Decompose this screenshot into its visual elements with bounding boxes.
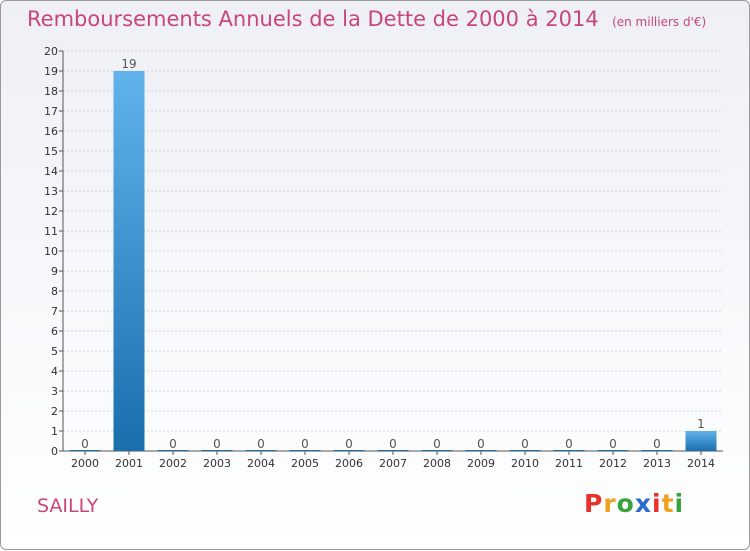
y-tick-label: 5	[51, 345, 58, 358]
y-tick-label: 11	[44, 225, 58, 238]
logo-letter: o	[616, 489, 635, 518]
data-label: 0	[213, 437, 221, 451]
bar-2010	[509, 450, 541, 451]
logo-letter: x	[634, 489, 652, 518]
y-tick-label: 19	[44, 65, 58, 78]
x-tick-label: 2001	[115, 457, 143, 470]
logo-letter: i	[674, 489, 685, 518]
x-tick-label: 2012	[599, 457, 627, 470]
x-tick-label: 2010	[511, 457, 539, 470]
bar-2004	[245, 450, 277, 451]
bar-2006	[333, 450, 365, 451]
x-tick-label: 2014	[687, 457, 715, 470]
y-tick-label: 0	[51, 445, 58, 458]
chart-title-text: Remboursements Annuels de la Dette de 20…	[27, 7, 599, 31]
bar-2012	[597, 450, 629, 451]
bar-2000	[69, 450, 101, 451]
bar-2009	[465, 450, 497, 451]
y-tick-label: 10	[44, 245, 58, 258]
logo-letter: i	[652, 489, 662, 518]
data-label: 0	[609, 437, 617, 451]
bar-2011	[553, 450, 585, 451]
bar-2008	[421, 450, 453, 451]
chart-unit: (en milliers d'€)	[612, 15, 707, 29]
y-tick-label: 15	[44, 145, 58, 158]
y-tick-label: 12	[44, 205, 58, 218]
x-tick-label: 2002	[159, 457, 187, 470]
data-label: 1	[697, 417, 705, 431]
y-tick-label: 16	[44, 125, 58, 138]
data-label: 0	[565, 437, 573, 451]
data-label: 0	[257, 437, 265, 451]
x-tick-label: 2011	[555, 457, 583, 470]
data-label: 0	[653, 437, 661, 451]
data-label: 19	[121, 57, 136, 71]
x-tick-label: 2009	[467, 457, 495, 470]
bars	[69, 71, 717, 451]
axes	[59, 50, 723, 455]
y-tick-label: 3	[51, 385, 58, 398]
commune-name: SAILLY	[37, 495, 99, 517]
y-tick-label: 1	[51, 425, 58, 438]
y-tick-label: 14	[44, 165, 58, 178]
logo-letter: r	[603, 489, 617, 518]
x-tick-label: 2005	[291, 457, 319, 470]
y-tick-label: 13	[44, 185, 58, 198]
data-label: 0	[477, 437, 485, 451]
y-tick-label: 4	[51, 365, 58, 378]
x-tick-label: 2000	[71, 457, 99, 470]
data-label: 0	[521, 437, 529, 451]
y-tick-label: 8	[51, 285, 58, 298]
data-labels: 0 19 0 0 0 0 0 0 0 0 0 0 0 0 1	[81, 57, 705, 451]
proxiti-logo: Proxiti	[584, 489, 684, 518]
y-tick-label: 20	[44, 45, 58, 58]
data-label: 0	[433, 437, 441, 451]
data-label: 0	[345, 437, 353, 451]
bar-2005	[289, 450, 321, 451]
logo-letter: P	[584, 489, 604, 518]
y-tick-label: 9	[51, 265, 58, 278]
chart-title: Remboursements Annuels de la Dette de 20…	[27, 7, 706, 31]
x-tick-label: 2006	[335, 457, 363, 470]
x-tick-label: 2003	[203, 457, 231, 470]
bar-2002	[157, 450, 189, 451]
x-tick-label: 2008	[423, 457, 451, 470]
x-tick-label: 2004	[247, 457, 275, 470]
x-tick-labels: 2000 2001 2002 2003 2004 2005 2006 2007 2008 2009…	[71, 457, 715, 470]
x-tick-label: 2013	[643, 457, 671, 470]
bar-2013	[641, 450, 673, 451]
bar-2014	[685, 431, 717, 451]
y-tick-label: 17	[44, 105, 58, 118]
grid-lines	[63, 50, 723, 452]
y-tick-label: 6	[51, 325, 58, 338]
data-label: 0	[301, 437, 309, 451]
y-tick-label: 7	[51, 305, 58, 318]
y-tick-label: 18	[44, 85, 58, 98]
x-tick-label: 2007	[379, 457, 407, 470]
logo-letter: t	[661, 489, 675, 518]
y-tick-label: 2	[51, 405, 58, 418]
bar-2007	[377, 450, 409, 451]
bar-2003	[201, 450, 233, 451]
data-label: 0	[81, 437, 89, 451]
data-label: 0	[389, 437, 397, 451]
data-label: 0	[169, 437, 177, 451]
bar-2001	[113, 71, 145, 451]
